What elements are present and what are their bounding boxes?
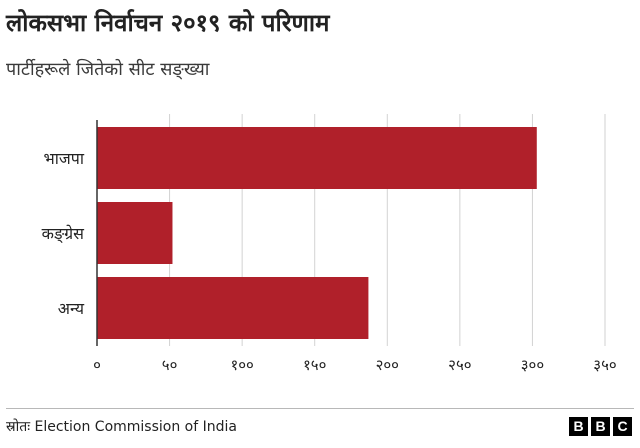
bbc-logo: B B C bbox=[569, 417, 632, 436]
category-label: कङ्ग्रेस bbox=[42, 224, 86, 244]
bar bbox=[97, 277, 369, 339]
logo-letter: B bbox=[591, 417, 610, 436]
bar bbox=[97, 202, 173, 264]
x-tick-label: २०० bbox=[376, 356, 399, 374]
category-label: अन्य bbox=[58, 299, 85, 318]
x-tick-label: ५० bbox=[162, 356, 178, 374]
footer-divider bbox=[6, 408, 634, 409]
chart-subtitle: पार्टीहरूले जितेको सीट सङ्ख्या bbox=[6, 59, 210, 80]
source-note: स्रोतः Election Commission of India bbox=[6, 419, 237, 435]
x-tick-label: १०० bbox=[230, 356, 253, 374]
bar-chart: भाजपा कङ्ग्रेस अन्य ० ५० १०० १५० २०० २५० ३०० ३५० bbox=[42, 114, 617, 374]
x-tick-label: ३०० bbox=[521, 356, 544, 374]
bar bbox=[97, 127, 537, 189]
chart-title: लोकसभा निर्वाचन २०१९ को परिणाम bbox=[6, 9, 330, 37]
category-label: भाजपा bbox=[44, 149, 85, 168]
logo-letter: C bbox=[613, 417, 632, 436]
logo-letter: B bbox=[569, 417, 588, 436]
x-tick-label: ३५० bbox=[593, 356, 616, 374]
x-tick-label: ० bbox=[93, 356, 101, 374]
x-tick-label: २५० bbox=[448, 356, 471, 374]
x-tick-label: १५० bbox=[303, 356, 326, 374]
